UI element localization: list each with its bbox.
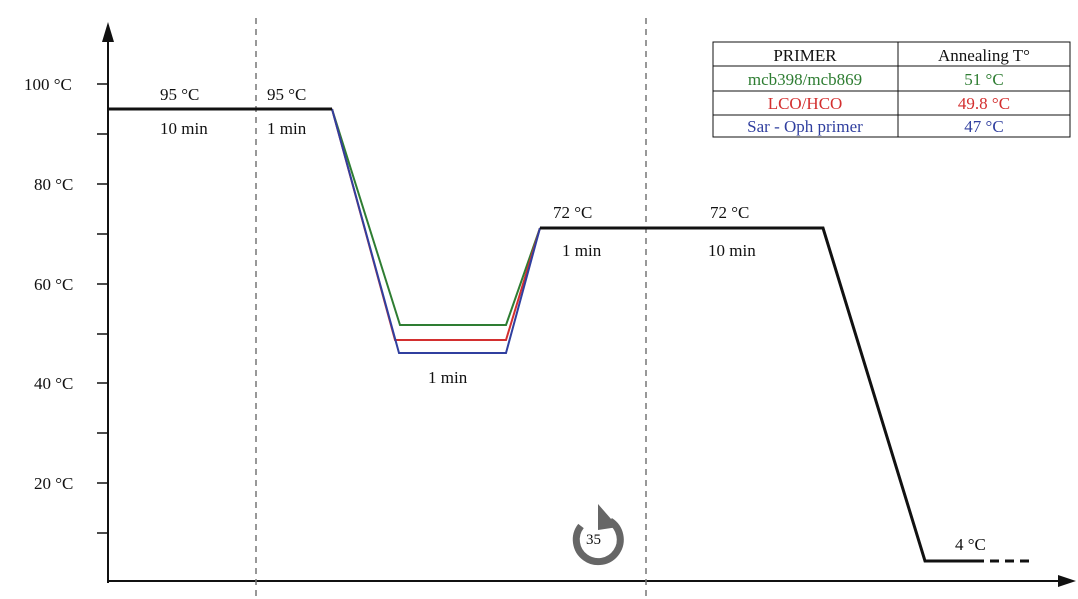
denaturation-temp: 95 °C <box>267 85 306 104</box>
initial-denaturation-temp: 95 °C <box>160 85 199 104</box>
initial-denaturation-time: 10 min <box>160 119 208 138</box>
table-row-primer-sar: Sar - Oph primer <box>747 117 863 136</box>
table-row-primer-lco: LCO/HCO <box>768 94 843 113</box>
profile-extension <box>540 226 975 563</box>
annealing-time: 1 min <box>428 368 468 387</box>
profile-sar-oph <box>331 108 541 354</box>
y-axis-arrow-icon <box>102 22 114 42</box>
table-row-primer-mcb: mcb398/mcb869 <box>748 70 862 89</box>
y-tick-label-60: 60 °C <box>34 275 73 294</box>
y-ticks <box>97 83 108 534</box>
y-tick-label-20: 20 °C <box>34 474 73 493</box>
profile-mcb398-mcb869 <box>331 108 541 326</box>
table-row-temp-lco: 49.8 °C <box>958 94 1010 113</box>
y-tick-label-40: 40 °C <box>34 374 73 393</box>
y-tick-label-80: 80 °C <box>34 175 73 194</box>
final-extension-time: 10 min <box>708 241 756 260</box>
hold-temp: 4 °C <box>955 535 986 554</box>
cycle-count: 35 <box>586 532 601 548</box>
denaturation-time: 1 min <box>267 119 307 138</box>
table-header-annealing: Annealing T° <box>938 46 1030 65</box>
table-row-temp-sar: 47 °C <box>964 117 1003 136</box>
table-header-primer: PRIMER <box>773 46 837 65</box>
final-extension-temp: 72 °C <box>710 203 749 222</box>
x-axis-arrow-icon <box>1058 575 1076 587</box>
table-row-temp-mcb: 51 °C <box>964 70 1003 89</box>
cycle-arrow-icon <box>572 504 624 566</box>
primer-table: PRIMER Annealing T° mcb398/mcb869 51 °C … <box>712 41 1071 138</box>
extension-temp: 72 °C <box>553 203 592 222</box>
extension-time: 1 min <box>562 241 602 260</box>
y-tick-label-100: 100 °C <box>24 75 72 94</box>
